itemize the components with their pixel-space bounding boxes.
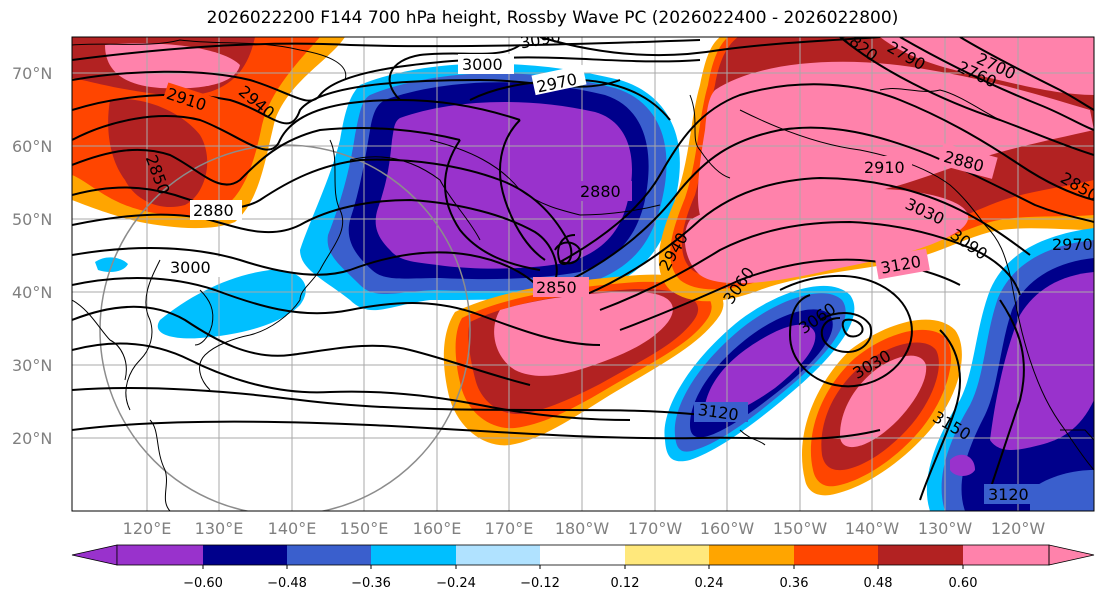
- colorbar-segment: [203, 545, 287, 565]
- colorbar-segment: [287, 545, 371, 565]
- contour-label: 2880: [580, 182, 621, 201]
- latitude-labels: 70°N 60°N 50°N 40°N 30°N 20°N: [12, 64, 52, 448]
- contour-labels: 3090 3000 2970 2910 2940 2850 2880 2880 …: [142, 37, 1094, 504]
- colorbar-segment: [456, 545, 540, 565]
- contour-label: 2850: [536, 278, 577, 297]
- lat-label: 60°N: [12, 137, 52, 156]
- lat-label: 30°N: [12, 356, 52, 375]
- lon-label: 160°E: [413, 519, 462, 538]
- colorbar-extend-low: [71, 544, 118, 566]
- colorbar-tick-label: −0.36: [351, 576, 391, 591]
- lon-label: 170°W: [628, 519, 683, 538]
- contour-label: 2880: [193, 201, 234, 220]
- colorbar-segment: [963, 545, 1049, 565]
- colorbar-extend-high: [1048, 544, 1095, 566]
- positive-anomaly-nw: [72, 37, 345, 229]
- colorbar: −0.60 −0.48 −0.36 −0.24 −0.12 0.12 0.24 …: [71, 544, 1095, 591]
- colorbar-segment: [794, 545, 878, 565]
- lon-label: 140°E: [268, 519, 317, 538]
- colorbar-segment: [878, 545, 963, 565]
- colorbar-segment: [709, 545, 794, 565]
- colorbar-segment: [540, 545, 625, 565]
- colorbar-segment: [625, 545, 709, 565]
- reference-circle: [99, 144, 471, 511]
- lon-label: 120°W: [991, 519, 1046, 538]
- lon-label: 130°W: [918, 519, 973, 538]
- contour-label: 3120: [988, 485, 1029, 504]
- lat-label: 50°N: [12, 210, 52, 229]
- lon-label: 130°E: [195, 519, 244, 538]
- colorbar-tick-label: 0.60: [949, 576, 978, 591]
- lon-label: 120°E: [123, 519, 172, 538]
- colorbar-tick-label: 0.36: [780, 576, 809, 591]
- contour-label: 3000: [170, 258, 211, 277]
- lon-label: 170°E: [485, 519, 534, 538]
- colorbar-tick-label: 0.24: [695, 576, 724, 591]
- colorbar-tick-label: 0.48: [864, 576, 893, 591]
- map-frame: [71, 36, 1095, 512]
- contour-label: 2910: [864, 158, 905, 177]
- lat-label: 40°N: [12, 283, 52, 302]
- lon-label: 150°E: [340, 519, 389, 538]
- colorbar-segment: [117, 545, 203, 565]
- lon-label: 150°W: [773, 519, 828, 538]
- map-title: 2026022200 F144 700 hPa height, Rossby W…: [206, 8, 899, 28]
- lon-label: 180°W: [555, 519, 610, 538]
- colorbar-tick-label: 0.12: [611, 576, 640, 591]
- height-contours: [72, 37, 1094, 501]
- colorbar-tick-label: −0.12: [520, 576, 560, 591]
- lat-label: 70°N: [12, 64, 52, 83]
- lon-label: 160°W: [700, 519, 755, 538]
- lat-label: 20°N: [12, 429, 52, 448]
- map-panel: 3090 3000 2970 2910 2940 2850 2880 2880 …: [72, 37, 1094, 511]
- colorbar-tick-label: −0.60: [183, 576, 223, 591]
- colorbar-segment: [371, 545, 456, 565]
- lon-label: 140°W: [845, 519, 900, 538]
- contour-label: 2970: [1052, 235, 1093, 254]
- contour-label: 3000: [462, 55, 503, 74]
- longitude-labels: 120°E 130°E 140°E 150°E 160°E 170°E 180°…: [123, 519, 1046, 538]
- colorbar-tick-label: −0.48: [267, 576, 307, 591]
- colorbar-tick-label: −0.24: [436, 576, 476, 591]
